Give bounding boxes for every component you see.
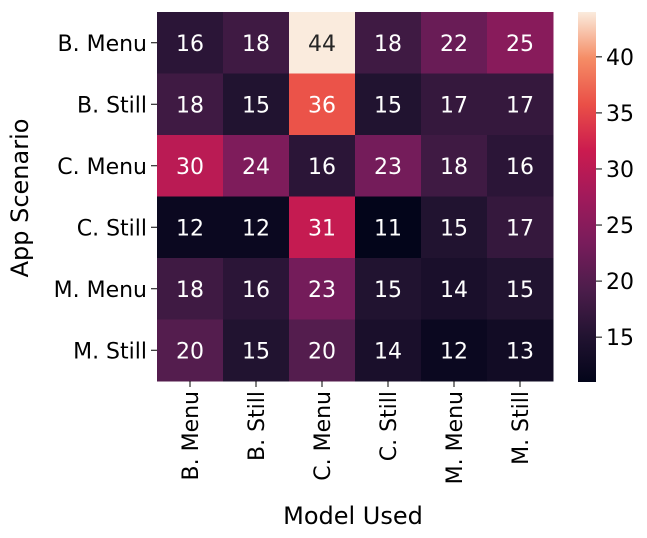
y-axis-label: App Scenario: [6, 119, 34, 278]
cell-value-label: 31: [308, 216, 336, 241]
y-tick-label: B. Still: [77, 93, 147, 118]
heatmap-cell: [487, 12, 554, 74]
colorbar-ticks: 15 20 25 30 35 40: [596, 46, 634, 351]
cell-value-label: 12: [242, 216, 270, 241]
heatmap-cell: [421, 135, 488, 197]
cell-value-label: 25: [506, 32, 534, 57]
heatmap-cell: [289, 258, 356, 320]
cell-value-label: 15: [242, 339, 270, 364]
cell-value-label: 18: [176, 278, 204, 303]
heatmap-cells: [157, 12, 554, 382]
heatmap-cell: [157, 319, 224, 382]
cell-value-label: 20: [176, 339, 204, 364]
colorbar-tick-label: 40: [606, 46, 634, 71]
x-tick-label: B. Menu: [179, 391, 204, 480]
cell-value-label: 12: [440, 339, 468, 364]
cell-value-label: 44: [308, 32, 336, 57]
heatmap-cell: [289, 196, 356, 259]
cell-value-label: 23: [374, 155, 402, 180]
cell-value-label: 15: [242, 93, 270, 118]
heatmap-cell: [355, 12, 422, 74]
y-axis-ticks: B. Menu B. Still C. Menu C. Still M. Menu M. …: [54, 32, 157, 364]
heatmap-cell: [421, 73, 488, 136]
heatmap-cell: [355, 135, 422, 197]
heatmap-cell: [355, 73, 422, 136]
y-tick-label: B. Menu: [58, 32, 147, 57]
cell-value-label: 16: [308, 155, 336, 180]
cell-value-label: 15: [506, 278, 534, 303]
y-tick-label: C. Still: [77, 216, 147, 241]
cell-value-label: 18: [374, 32, 402, 57]
cell-value-label: 18: [440, 155, 468, 180]
heatmap-cell: [355, 196, 422, 259]
y-tick-label: M. Still: [73, 339, 147, 364]
colorbar: [578, 12, 596, 382]
heatmap-cell: [487, 258, 554, 320]
cell-value-label: 18: [242, 32, 270, 57]
colorbar-tick-label: 20: [606, 270, 634, 295]
x-tick-label: C. Still: [377, 391, 402, 461]
heatmap-cell: [157, 73, 224, 136]
heatmap-cell: [355, 319, 422, 382]
cell-value-label: 17: [506, 93, 534, 118]
heatmap-cell: [421, 319, 488, 382]
cell-value-label: 15: [374, 93, 402, 118]
heatmap-cell: [223, 12, 290, 74]
heatmap-cell: [487, 73, 554, 136]
x-axis-label: Model Used: [283, 502, 423, 530]
colorbar-tick-label: 30: [606, 158, 634, 183]
heatmap-cell: [487, 135, 554, 197]
x-tick-label: B. Still: [245, 391, 270, 461]
colorbar-tick-label: 15: [606, 326, 634, 351]
cell-value-label: 13: [506, 339, 534, 364]
heatmap-cell-labels: 16 18 44 18 22 25 18 15 36 15 17 17 30 24 16 23 18 16 12 12…: [176, 32, 534, 365]
cell-value-label: 16: [506, 155, 534, 180]
cell-value-label: 15: [374, 278, 402, 303]
heatmap-cell: [289, 12, 356, 74]
cell-value-label: 30: [176, 155, 204, 180]
cell-value-label: 20: [308, 339, 336, 364]
colorbar-tick-label: 35: [606, 102, 634, 127]
heatmap-cell: [157, 258, 224, 320]
cell-value-label: 23: [308, 278, 336, 303]
cell-value-label: 24: [242, 155, 270, 180]
colorbar-tick-label: 25: [606, 214, 634, 239]
y-tick-label: M. Menu: [54, 278, 147, 303]
heatmap-cell: [223, 196, 290, 259]
heatmap-cell: [223, 319, 290, 382]
heatmap-cell: [487, 319, 554, 382]
cell-value-label: 14: [374, 339, 402, 364]
heatmap-cell: [289, 73, 356, 136]
cell-value-label: 17: [440, 93, 468, 118]
heatmap-cell: [421, 12, 488, 74]
heatmap-cell: [487, 196, 554, 259]
cell-value-label: 17: [506, 216, 534, 241]
heatmap-cell: [421, 258, 488, 320]
heatmap-cell: [157, 196, 224, 259]
heatmap-cell: [355, 258, 422, 320]
cell-value-label: 18: [176, 93, 204, 118]
cell-value-label: 12: [176, 216, 204, 241]
heatmap-cell: [289, 135, 356, 197]
y-tick-label: C. Menu: [57, 155, 147, 180]
heatmap-cell: [157, 12, 224, 74]
x-axis-ticks: B. Menu B. Still C. Menu C. Still M. Menu M. …: [179, 381, 534, 484]
heatmap-cell: [223, 73, 290, 136]
cell-value-label: 16: [176, 32, 204, 57]
cell-value-label: 15: [440, 216, 468, 241]
x-tick-label: M. Menu: [443, 391, 468, 484]
cell-value-label: 11: [374, 216, 402, 241]
cell-value-label: 14: [440, 278, 468, 303]
heatmap-cell: [223, 258, 290, 320]
heatmap-cell: [289, 319, 356, 382]
heatmap-cell: [223, 135, 290, 197]
heatmap-cell: [421, 196, 488, 259]
cell-value-label: 36: [308, 93, 336, 118]
cell-value-label: 16: [242, 278, 270, 303]
x-tick-label: C. Menu: [311, 391, 336, 481]
cell-value-label: 22: [440, 32, 468, 57]
x-tick-label: M. Still: [509, 391, 534, 465]
heatmap-cell: [157, 135, 224, 197]
